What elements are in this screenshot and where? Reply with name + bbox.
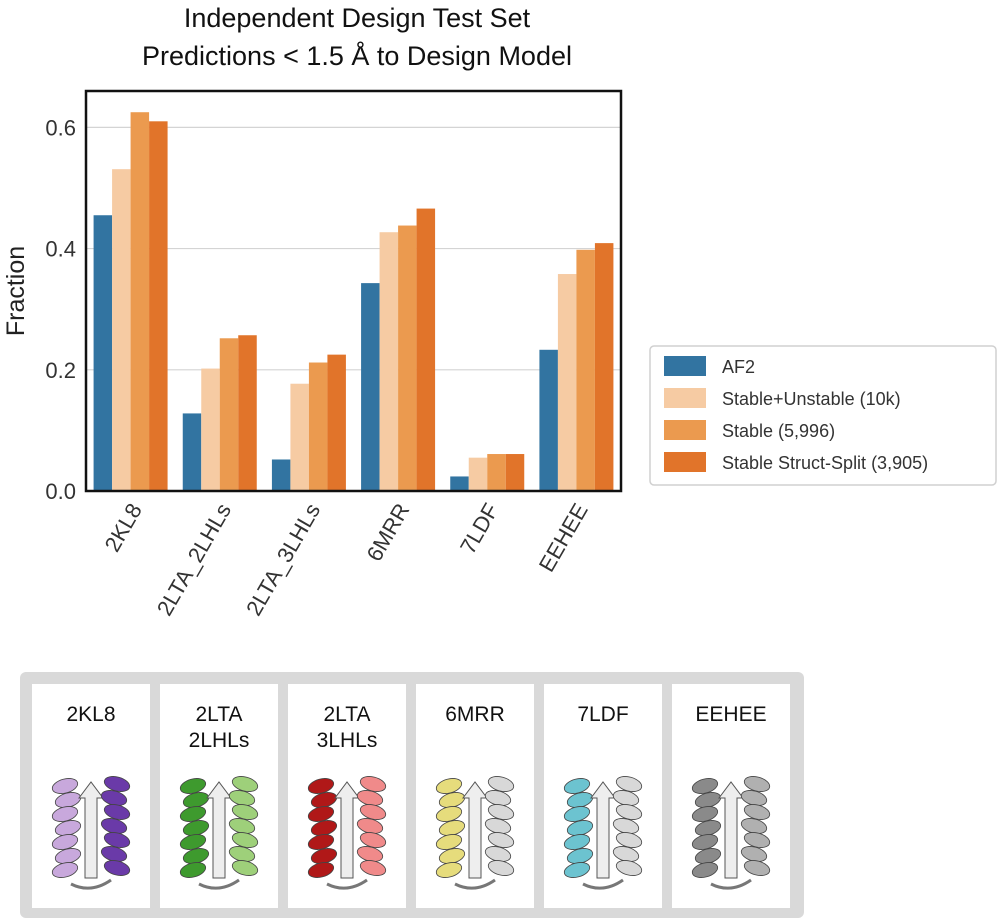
structure-label-line: 2LTA [195, 703, 243, 726]
y-tick-label: 0.2 [45, 358, 76, 383]
protein-2lta-2lhls-icon [179, 776, 259, 890]
x-tick-label: 2KL8 [100, 499, 147, 556]
bar-eehee-4 [594, 243, 614, 491]
structure-label: 2KL8 [32, 702, 150, 728]
legend-swatch [664, 356, 706, 376]
bar-eehee-1 [539, 349, 558, 491]
legend-label: Stable Struct-Split (3,905) [722, 453, 928, 473]
bar-7ldf-1 [450, 476, 469, 491]
bar-2kl8-4 [149, 121, 168, 491]
y-axis-label: Fraction [2, 246, 30, 336]
bar-2lta-3lhls-3 [308, 362, 328, 491]
structure-label: 7LDF [544, 702, 662, 728]
structure-card: EEHEE [672, 684, 790, 908]
legend-label: Stable (5,996) [722, 421, 835, 441]
x-tick-labels: 2KL8 2LTA_2LHLs 2LTA_3LHLs 6MRR 7LDF EEHEE [100, 499, 593, 620]
x-tick-label: EEHEE [534, 499, 593, 576]
x-tick-label: 6MRR [362, 499, 415, 565]
structure-panel: 2KL8 2LTA 2LHLs 2LTA 3LHLs 6MRR 7LDF EEHEE [20, 672, 804, 918]
legend-frame [649, 345, 997, 486]
structure-card: 7LDF [544, 684, 662, 908]
bar-eehee-2 [557, 274, 577, 491]
bar-eehee-3 [576, 249, 595, 491]
gridlines [86, 126, 621, 371]
chart-title-line-2: Predictions < 1.5 Å to Design Model [142, 40, 572, 71]
bar-7ldf-2 [468, 457, 488, 491]
structure-label-line: 2LTA [323, 703, 371, 726]
bar-2lta-2lhls-3 [219, 338, 239, 491]
bar-2lta-3lhls-1 [271, 459, 291, 491]
structure-label-line: EEHEE [695, 703, 767, 726]
y-tick-label: 0.4 [45, 237, 76, 262]
bar-6mrr-2 [379, 232, 399, 491]
bar-2lta-2lhls-1 [182, 413, 202, 491]
structure-card: 2LTA 2LHLs [160, 684, 278, 908]
structure-card: 2KL8 [32, 684, 150, 908]
structure-label-line: 2KL8 [66, 703, 116, 726]
bar-2lta-2lhls-4 [238, 335, 257, 491]
legend: AF2 Stable+Unstable (10k) Stable (5,996) St… [649, 345, 997, 486]
legend-swatch [664, 420, 706, 440]
bar-6mrr-1 [361, 283, 380, 491]
bar-chart: Independent Design Test Set Predictions … [2, 3, 997, 620]
bar-6mrr-4 [416, 208, 436, 492]
structure-card: 2LTA 3LHLs [288, 684, 406, 908]
bar-6mrr-3 [398, 225, 417, 491]
x-tick-label: 2LTA_2LHLs [152, 499, 236, 620]
x-tick-label: 2LTA_3LHLs [241, 499, 325, 620]
bar-7ldf-3 [487, 454, 506, 491]
y-tick-labels: 0.0 0.2 0.4 0.6 [45, 115, 76, 504]
legend-swatch [664, 452, 706, 472]
structure-label-line: 3LHLs [316, 729, 378, 752]
x-tick-label: 7LDF [455, 499, 504, 558]
bar-2kl8-1 [93, 215, 113, 491]
chart-title-line-1: Independent Design Test Set [184, 3, 531, 33]
protein-eehee-icon [691, 776, 771, 890]
structure-label: 2LTA 3LHLs [288, 702, 406, 754]
protein-7ldf-icon [563, 776, 643, 890]
legend-label: Stable+Unstable (10k) [722, 389, 901, 409]
structure-label: 6MRR [416, 702, 534, 728]
bar-2lta-3lhls-2 [290, 383, 309, 491]
protein-2kl8-icon [51, 776, 131, 890]
structure-card: 6MRR [416, 684, 534, 908]
structure-label: EEHEE [672, 702, 790, 728]
bar-2kl8-2 [112, 169, 131, 491]
y-tick-label: 0.0 [45, 479, 76, 504]
y-tick-label: 0.6 [45, 115, 76, 140]
plot-frame [84, 89, 623, 493]
structure-label: 2LTA 2LHLs [160, 702, 278, 754]
bar-2lta-2lhls-2 [201, 368, 220, 491]
bar-7ldf-4 [505, 454, 525, 491]
bars [93, 112, 614, 492]
protein-6mrr-icon [435, 776, 515, 890]
bar-2kl8-3 [130, 112, 150, 491]
legend-swatch [664, 388, 706, 408]
protein-2lta-3lhls-icon [307, 776, 387, 890]
structure-label-line: 7LDF [577, 703, 629, 726]
structure-label-line: 6MRR [445, 703, 505, 726]
bar-2lta-3lhls-4 [327, 354, 346, 491]
legend-label: AF2 [722, 357, 755, 377]
structure-label-line: 2LHLs [188, 729, 250, 752]
